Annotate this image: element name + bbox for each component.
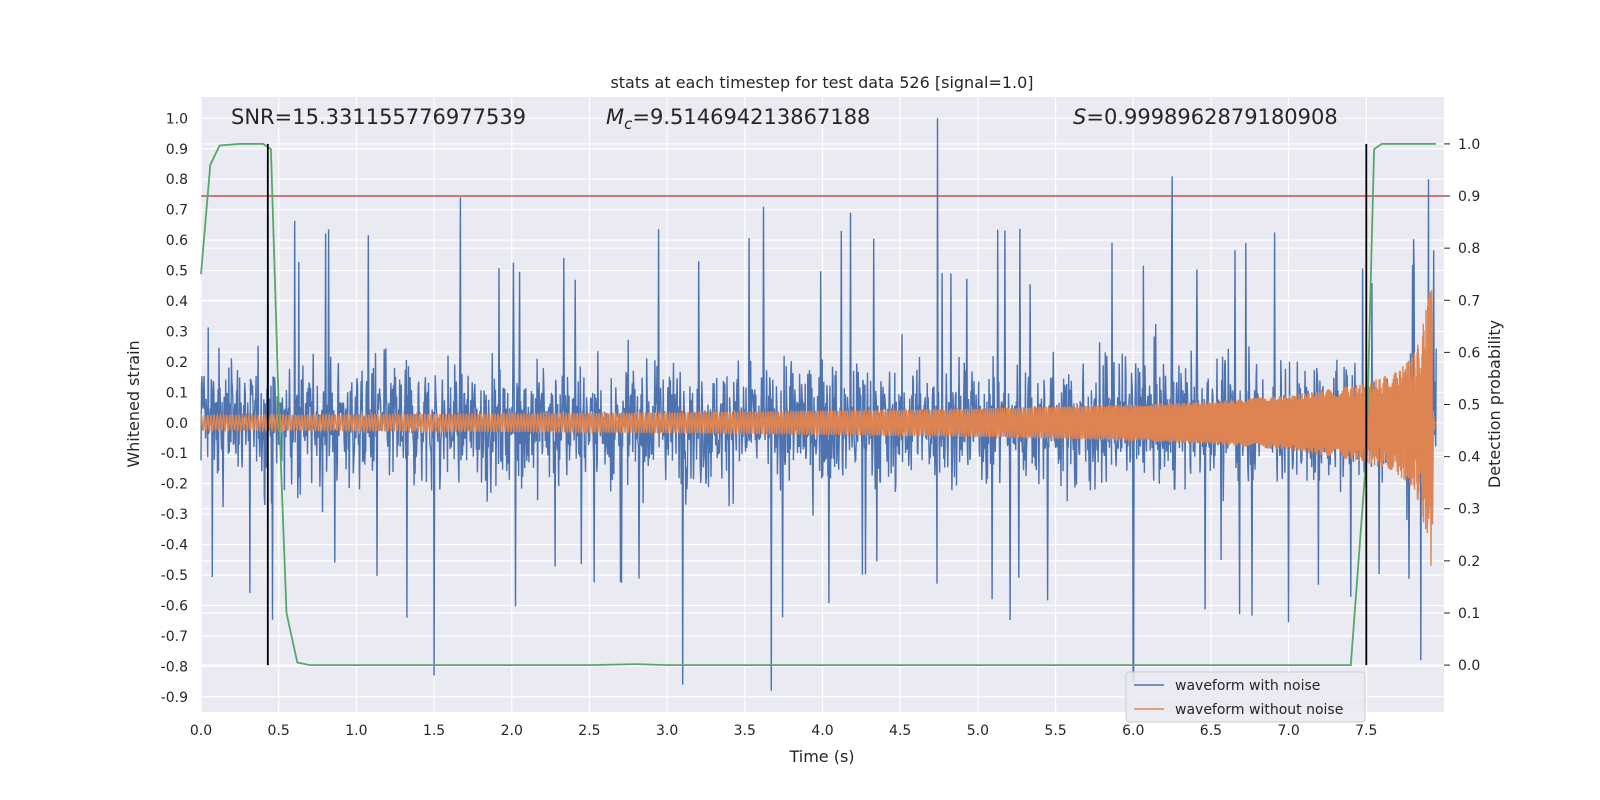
y-tick-label: 0.8	[166, 172, 188, 188]
y2-tick-label: 0.6	[1458, 345, 1480, 361]
y2-tick-label: 1.0	[1458, 137, 1480, 153]
legend-label-noisy: waveform with noise	[1175, 678, 1320, 694]
y-tick-label: 0.6	[166, 233, 188, 249]
y2-axis-ticks: 1.0 0.9 0.8 0.7 0.6 0.5 0.4 0.3 0.2 0.1 0.0	[1444, 137, 1480, 674]
x-tick-label: 3.5	[734, 723, 756, 739]
x-tick-label: 7.5	[1355, 723, 1377, 739]
y-axis-ticks: 1.0 0.9 0.8 0.7 0.6 0.5 0.4 0.3 0.2 0.1 0.0 -0.1 -0.…	[161, 111, 188, 705]
y-tick-label: 0.9	[166, 142, 188, 158]
y-tick-label: -0.4	[161, 538, 188, 554]
x-tick-label: 5.5	[1044, 723, 1066, 739]
x-tick-label: 1.5	[423, 723, 445, 739]
x-tick-label: 7.0	[1277, 723, 1299, 739]
y2-tick-label: 0.0	[1458, 658, 1480, 674]
y-tick-label: 0.2	[166, 355, 188, 371]
y-tick-label: 0.1	[166, 385, 188, 401]
x-axis-ticks: 0.0 0.5 1.0 1.5 2.0 2.5 3.0 3.5 4.0 4.5 5.0 5.5 6.0 6…	[190, 723, 1378, 739]
y-tick-label: -0.5	[161, 568, 188, 584]
y-tick-label: -0.3	[161, 507, 188, 523]
y2-tick-label: 0.5	[1458, 398, 1480, 414]
y2-tick-label: 0.4	[1458, 450, 1480, 466]
chart-title: stats at each timestep for test data 526…	[610, 73, 1033, 92]
x-tick-label: 0.0	[190, 723, 212, 739]
snr-annotation: SNR=15.331155776977539	[231, 105, 526, 129]
x-tick-label: 6.5	[1200, 723, 1222, 739]
y-tick-label: 0.4	[166, 294, 188, 310]
y2-tick-label: 0.2	[1458, 554, 1480, 570]
legend-box	[1125, 671, 1366, 723]
y2-tick-label: 0.8	[1458, 241, 1480, 257]
y-tick-label: -0.1	[161, 446, 188, 462]
x-tick-label: 5.0	[967, 723, 989, 739]
y-tick-label: 0.5	[166, 264, 188, 280]
y2-tick-label: 0.1	[1458, 606, 1480, 622]
chirp-mass-annotation: Mc=9.514694213867188	[606, 105, 870, 133]
x-tick-label: 4.0	[811, 723, 833, 739]
x-tick-label: 6.0	[1122, 723, 1144, 739]
y-tick-label: -0.8	[161, 659, 188, 675]
x-tick-label: 2.5	[578, 723, 600, 739]
y-tick-label: 1.0	[166, 111, 188, 127]
y-tick-label: -0.7	[161, 629, 188, 645]
statistic-annotation: S=0.9998962879180908	[1073, 105, 1338, 129]
y-tick-label: 0.3	[166, 324, 188, 340]
y2-tick-label: 0.3	[1458, 502, 1480, 518]
legend: waveform with noise waveform without noi…	[1125, 671, 1366, 723]
y2-axis-label: Detection probability	[1485, 320, 1504, 488]
y-axis-label: Whitened strain	[124, 340, 143, 467]
x-tick-label: 1.0	[345, 723, 367, 739]
y2-tick-label: 0.7	[1458, 293, 1480, 309]
x-tick-label: 0.5	[268, 723, 290, 739]
y-tick-label: -0.2	[161, 477, 188, 493]
y-tick-label: -0.6	[161, 598, 188, 614]
y-tick-label: 0.0	[166, 416, 188, 432]
x-tick-label: 4.5	[889, 723, 911, 739]
y-tick-label: 0.7	[166, 203, 188, 219]
x-axis-label: Time (s)	[788, 747, 854, 766]
y2-tick-label: 0.9	[1458, 189, 1480, 205]
x-tick-label: 3.0	[656, 723, 678, 739]
x-tick-label: 2.0	[501, 723, 523, 739]
series-waveform-without-noise	[200, 290, 1437, 566]
legend-label-clean: waveform without noise	[1175, 702, 1343, 718]
y-tick-label: -0.9	[161, 690, 188, 706]
vertical-markers	[266, 143, 1368, 666]
